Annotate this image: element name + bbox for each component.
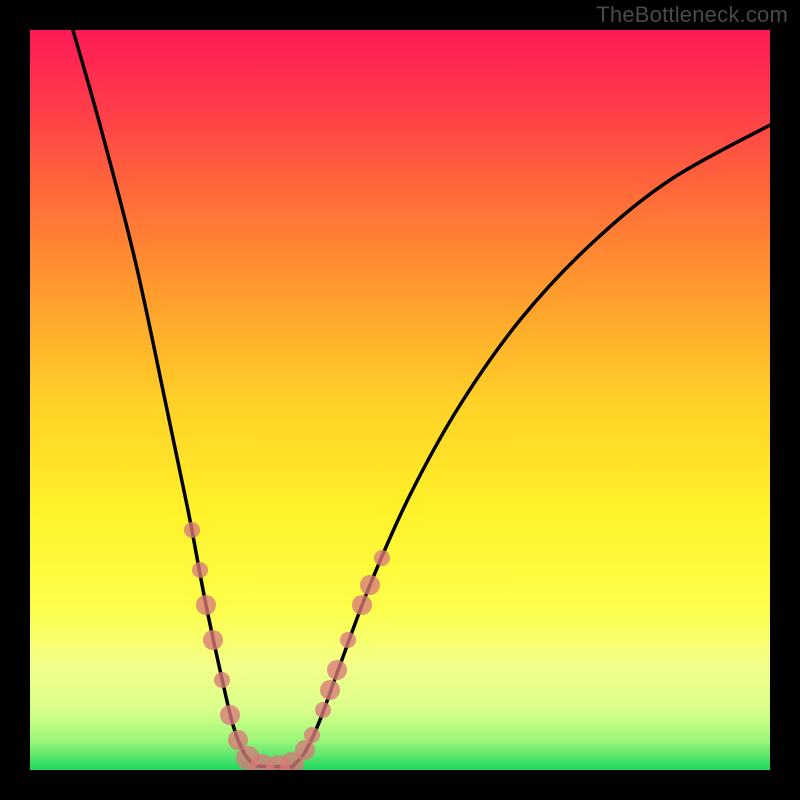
data-marker bbox=[374, 550, 390, 566]
data-marker bbox=[352, 595, 372, 615]
bottleneck-curve bbox=[70, 30, 770, 767]
data-markers bbox=[184, 522, 390, 770]
data-marker bbox=[196, 595, 216, 615]
data-marker bbox=[203, 630, 223, 650]
data-marker bbox=[360, 575, 380, 595]
chart-plot-area bbox=[30, 30, 770, 770]
chart-curve-layer bbox=[30, 30, 770, 770]
data-marker bbox=[184, 522, 200, 538]
data-marker bbox=[214, 672, 230, 688]
data-marker bbox=[315, 702, 331, 718]
watermark-text: TheBottleneck.com bbox=[596, 2, 788, 28]
data-marker bbox=[327, 660, 347, 680]
data-marker bbox=[220, 705, 240, 725]
data-marker bbox=[320, 680, 340, 700]
data-marker bbox=[340, 632, 356, 648]
data-marker bbox=[304, 727, 320, 743]
data-marker bbox=[192, 562, 208, 578]
